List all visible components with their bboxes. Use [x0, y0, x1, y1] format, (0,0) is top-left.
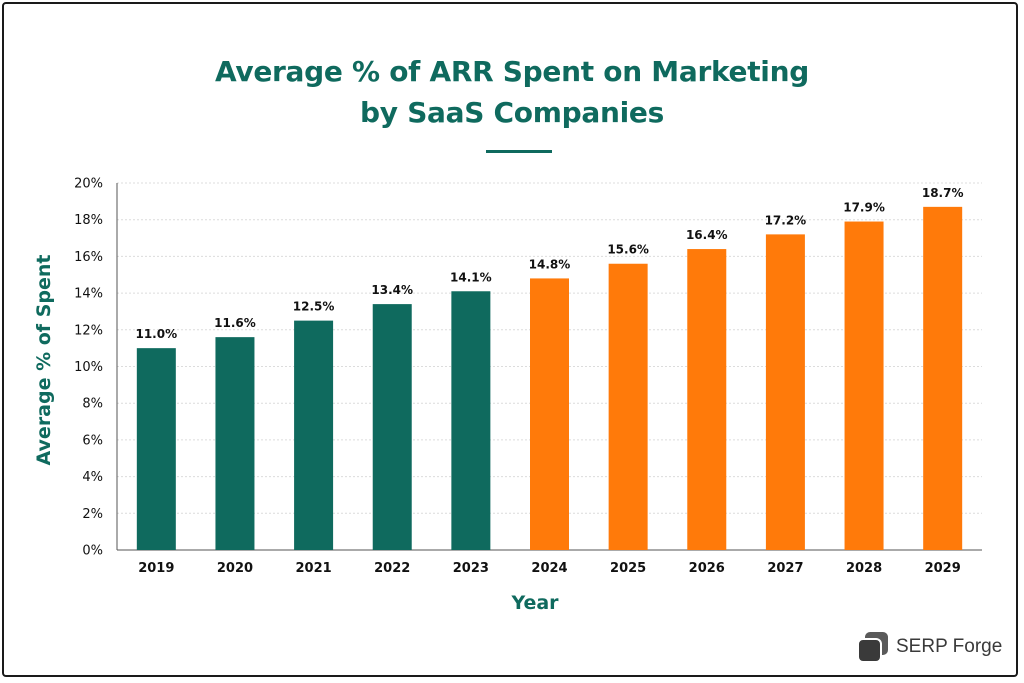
y-tick-label: 2% [82, 507, 103, 522]
bar [136, 348, 176, 550]
y-tick-label: 16% [74, 250, 103, 265]
y-tick-label: 20% [74, 177, 103, 192]
x-tick-label: 2028 [846, 561, 882, 576]
bar [294, 320, 334, 550]
x-tick-label: 2027 [767, 561, 803, 576]
data-label: 11.6% [214, 316, 256, 330]
x-tick-label: 2024 [531, 561, 567, 576]
bar [215, 337, 255, 550]
bar [608, 263, 648, 550]
y-tick-label: 4% [82, 470, 103, 485]
data-label: 15.6% [607, 243, 649, 257]
y-tick-label: 6% [82, 433, 103, 448]
data-label: 17.9% [843, 201, 885, 215]
bar [923, 206, 963, 551]
data-label: 17.2% [765, 213, 807, 227]
x-tick-label: 2029 [925, 561, 961, 576]
bar [372, 304, 412, 550]
x-axis-label: Year [511, 592, 559, 614]
data-label: 18.7% [922, 186, 964, 200]
y-tick-label: 14% [74, 287, 103, 302]
y-tick-label: 10% [74, 360, 103, 375]
data-label: 12.5% [293, 300, 335, 314]
data-label: 16.4% [686, 228, 728, 242]
bar [844, 221, 884, 550]
chart-title-line-2: by SaaS Companies [360, 96, 664, 129]
x-tick-label: 2023 [453, 561, 489, 576]
bar [765, 234, 805, 550]
data-label: 13.4% [371, 283, 413, 297]
y-tick-label: 8% [82, 397, 103, 412]
data-label: 14.8% [529, 257, 571, 271]
x-tick-label: 2020 [217, 561, 253, 576]
y-tick-label: 12% [74, 323, 103, 338]
data-label: 11.0% [135, 327, 177, 341]
x-tick-label: 2022 [374, 561, 410, 576]
chart-title-line-1: Average % of ARR Spent on Marketing [215, 55, 809, 88]
bar [530, 278, 569, 550]
title-underline [486, 150, 552, 153]
serp-forge-logo-icon [858, 632, 888, 662]
x-tick-label: 2021 [295, 561, 331, 576]
data-label: 14.1% [450, 270, 492, 284]
x-tick-label: 2025 [610, 561, 646, 576]
y-tick-label: 18% [74, 213, 103, 228]
x-tick-label: 2019 [138, 561, 174, 576]
x-tick-label: 2026 [689, 561, 725, 576]
bar [451, 291, 491, 550]
brand-name: SERP Forge [896, 636, 1003, 657]
bar [687, 249, 727, 550]
y-tick-label: 0% [82, 544, 103, 559]
